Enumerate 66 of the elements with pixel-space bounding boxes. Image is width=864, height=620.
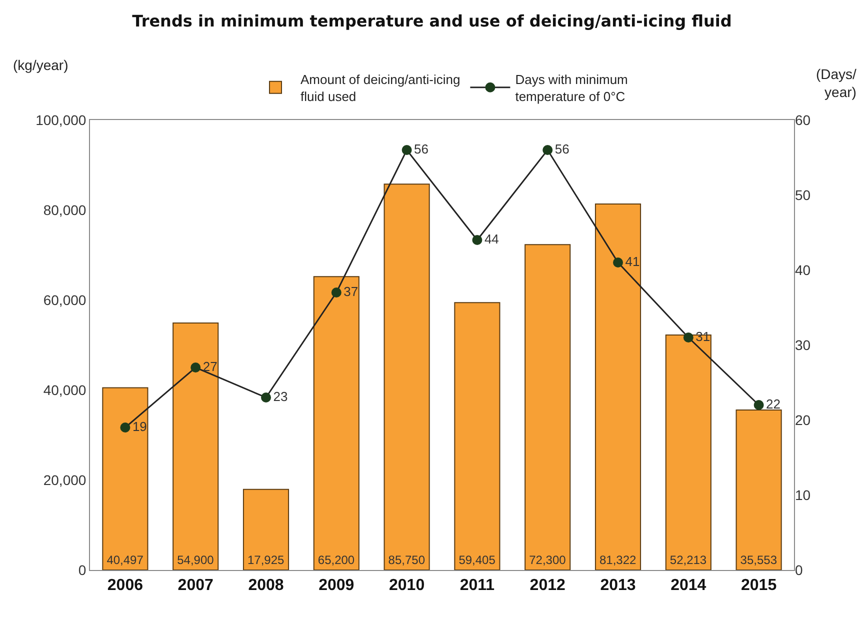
point (190, 362, 201, 372)
x-tick-label: 2014 (670, 577, 706, 594)
data-label: 59,405 (458, 553, 496, 567)
chart-title: Trends in minimum temperature and use of deicing/anti-icing fluid (132, 12, 732, 31)
data-label: 23 (273, 388, 288, 404)
x-tick-label: 2006 (107, 577, 144, 594)
point (402, 145, 412, 155)
bar (736, 410, 782, 570)
point (120, 422, 130, 432)
y-tick-label: 0 (78, 562, 86, 578)
legend-label: Days with minimum temperature of 0°C (515, 72, 628, 104)
data-label: 40,497 (106, 553, 144, 567)
y-tick-label: 80,000 (43, 202, 86, 218)
y-axis-title: (kg/year) (13, 57, 68, 73)
data-label: 72,300 (529, 553, 566, 567)
data-label: 44 (484, 231, 499, 246)
data-label: 54,900 (177, 553, 214, 567)
data-label: 27 (202, 358, 218, 374)
bar (524, 244, 571, 570)
y-tick-label: 40,000 (43, 382, 86, 398)
data-label: 52,213 (670, 553, 707, 567)
data-label: 81,322 (599, 553, 637, 567)
y-tick-label: 20,000 (43, 472, 86, 488)
x-tick-label: 2010 (389, 577, 425, 594)
point (613, 258, 623, 268)
data-label: 35,553 (740, 553, 778, 567)
bar (384, 184, 430, 570)
legend-label: Amount of deicing/anti-icing fluid used (300, 72, 460, 104)
y2-tick-label: 50 (795, 186, 811, 203)
x-tick-label: 2009 (318, 577, 354, 594)
y2-tick-label: 30 (795, 336, 811, 353)
point (261, 392, 271, 402)
y-tick-label: 100,000 (36, 112, 86, 128)
x-tick-label: 2008 (248, 577, 284, 594)
data-label: 19 (132, 418, 147, 434)
x-tick-label: 2015 (741, 577, 777, 594)
bar (242, 488, 290, 570)
bar (454, 302, 500, 570)
y2-tick-label: 40 (795, 262, 811, 278)
x-tick-label: 2012 (530, 577, 566, 594)
y2-tick-label: 10 (795, 486, 811, 503)
data-label: 56 (554, 141, 570, 156)
point (331, 288, 342, 298)
data-label: 17,925 (247, 553, 285, 567)
point (754, 400, 764, 410)
x-tick-label: 2011 (460, 577, 495, 594)
data-label: 65,200 (318, 553, 355, 567)
data-label: 37 (344, 284, 358, 299)
data-label: 22 (766, 396, 781, 412)
y2-axis-title: (Days/ year) (816, 66, 857, 100)
y2-tick-label: 0 (795, 562, 803, 578)
data-label: 85,750 (388, 553, 426, 567)
y2-tick-label: 60 (795, 112, 811, 128)
point (472, 235, 482, 245)
data-label: 41 (625, 254, 640, 269)
data-label: 56 (414, 141, 429, 156)
bar (172, 322, 219, 570)
x-tick-label: 2013 (600, 577, 636, 594)
y2-tick-label: 20 (795, 412, 811, 428)
bar (594, 204, 642, 570)
bar (313, 276, 360, 570)
x-tick-label: 2007 (178, 577, 214, 594)
y-tick-label: 60,000 (43, 292, 86, 308)
bar (102, 387, 148, 570)
point (542, 145, 553, 155)
point (683, 332, 694, 342)
